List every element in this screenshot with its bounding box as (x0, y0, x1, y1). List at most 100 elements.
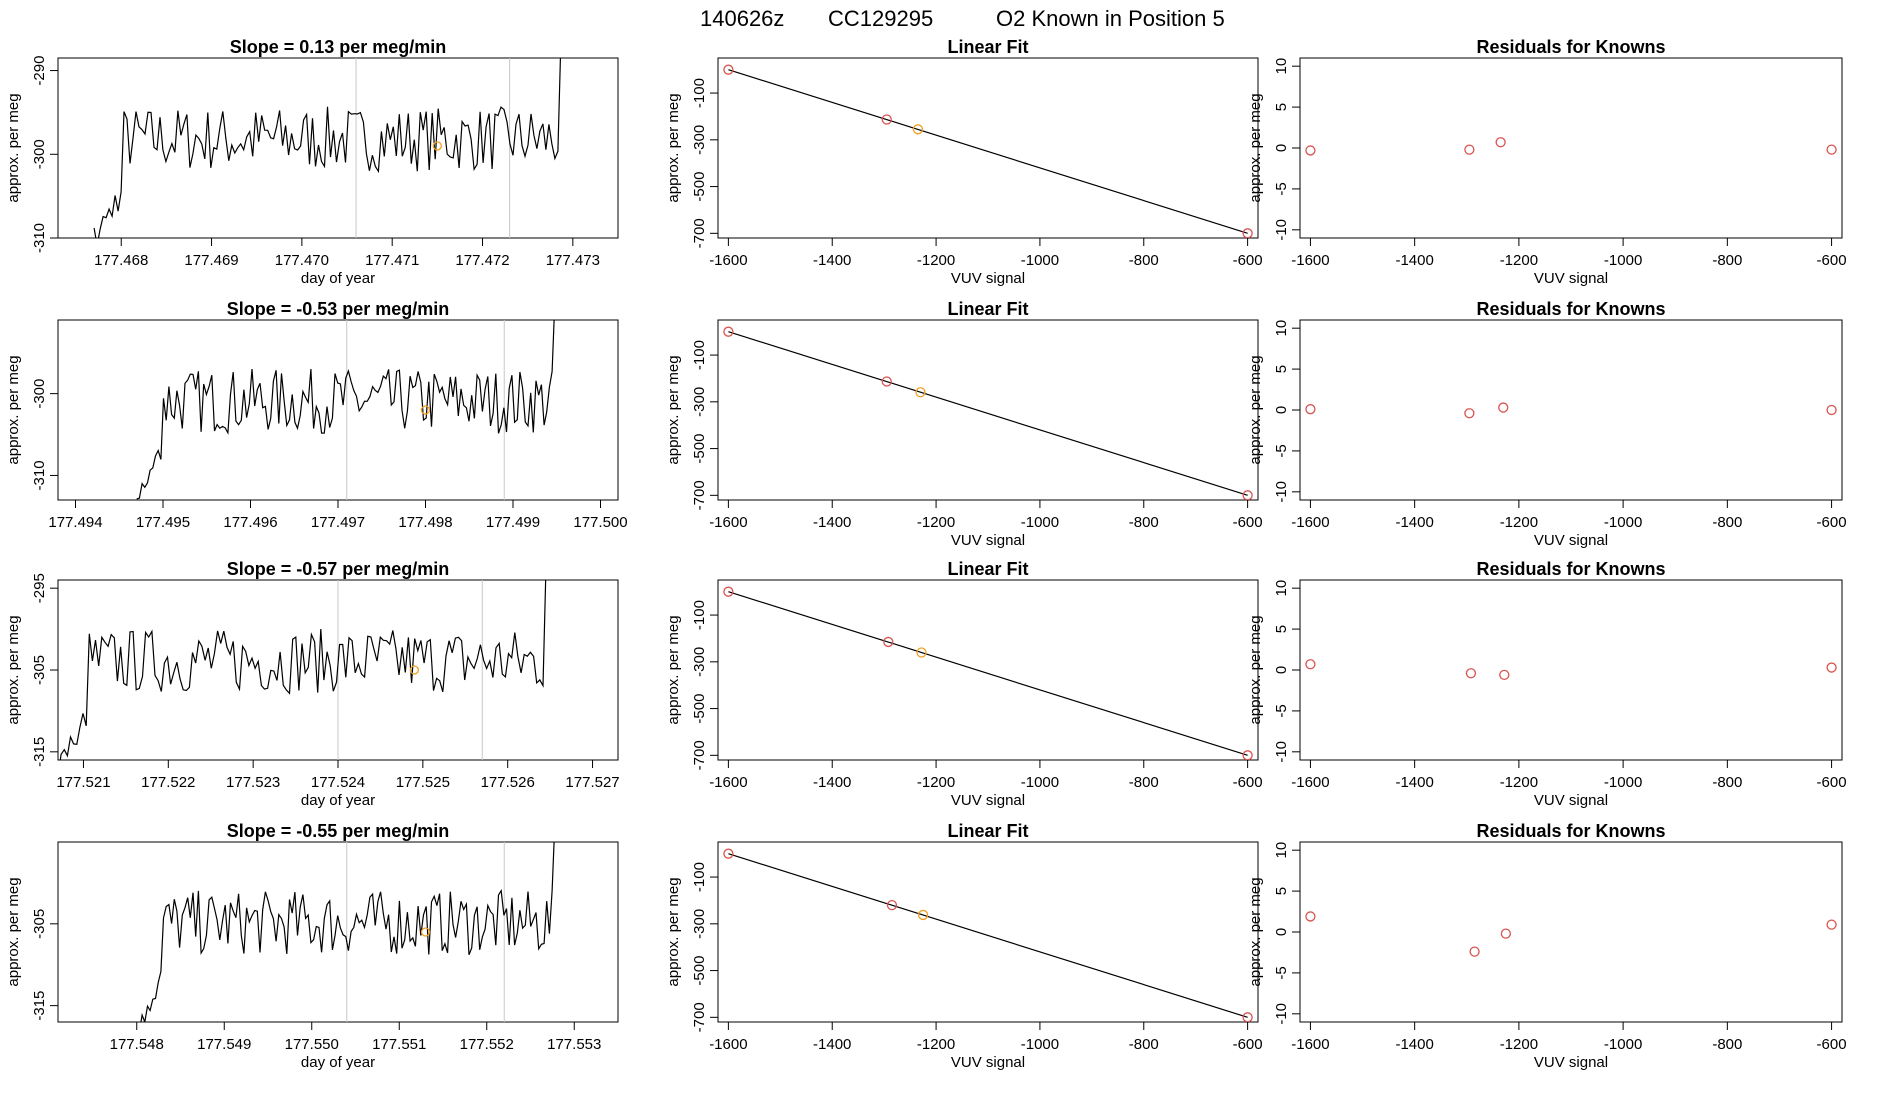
y-tick-label: -300 (691, 647, 708, 677)
y-tick-label: 5 (1273, 887, 1290, 895)
x-tick-label: -1600 (1291, 514, 1329, 531)
y-tick-label: -500 (691, 434, 708, 464)
panel-title: Linear Fit (947, 37, 1028, 57)
panel-r4-timeseries: Slope = -0.55 per meg/min 177.548 177.549 1… (5, 821, 619, 1071)
y-tick-label: -300 (31, 379, 48, 409)
x-tick-label: 177.522 (141, 774, 195, 791)
x-axis-label: VUV signal (1534, 792, 1608, 809)
known-point (1826, 919, 1837, 930)
y-tick-label: -290 (31, 56, 48, 86)
known-point (1242, 490, 1253, 500)
x-axis-label: VUV signal (951, 792, 1025, 809)
y-tick-label: -500 (691, 956, 708, 986)
fit-line (728, 591, 1248, 756)
x-tick-label: -800 (1129, 774, 1159, 791)
y-tick-label: -5 (1273, 966, 1290, 979)
plot-frame (57, 841, 619, 1023)
known-point (723, 64, 734, 75)
panel-r4-residuals: Residuals for Knowns -1600 -1400 -1200 -1000… (1247, 821, 1847, 1071)
panel-title: Residuals for Knowns (1476, 299, 1665, 319)
x-tick-label: -1400 (813, 514, 851, 531)
y-tick-label: -305 (31, 909, 48, 939)
x-tick-label: -1200 (1500, 252, 1538, 269)
x-tick-label: -1600 (1291, 1036, 1329, 1053)
sample-point (912, 124, 924, 135)
x-tick-label: 177.473 (546, 252, 600, 269)
plot-area (723, 64, 1253, 238)
panel-r2-residuals: Residuals for Knowns -1600 -1400 -1200 -1000… (1247, 299, 1847, 549)
x-tick-label: 177.499 (486, 514, 540, 531)
figure-title-position: O2 Known in Position 5 (996, 6, 1225, 31)
x-axis-label: VUV signal (1534, 532, 1608, 549)
x-tick-label: 177.496 (223, 514, 277, 531)
x-tick-label: -800 (1712, 1036, 1742, 1053)
panel-r3-fit: Linear Fit -1600 -1400 -1200 -1000 -800 -600 -1… (665, 559, 1263, 809)
known-point (886, 899, 898, 911)
y-axis-label: approx. per meg (5, 615, 22, 724)
x-tick-label: 177.548 (110, 1036, 164, 1053)
y-tick-label: 10 (1273, 320, 1290, 337)
known-point (883, 636, 894, 648)
panel-r2-fit: Linear Fit -1600 -1400 -1200 -1000 -800 -600 -1… (665, 299, 1263, 549)
x-tick-label: 177.550 (285, 1036, 339, 1053)
x-axis-label: VUV signal (1534, 270, 1608, 287)
x-tick-label: -1600 (1291, 252, 1329, 269)
x-tick-label: 177.552 (460, 1036, 514, 1053)
y-tick-label: 0 (1273, 928, 1290, 936)
x-tick-label: 177.469 (184, 252, 238, 269)
y-axis-label: approx. per meg (1247, 355, 1264, 464)
known-point (1305, 911, 1316, 922)
x-tick-label: -800 (1712, 252, 1742, 269)
known-point (1499, 669, 1510, 681)
x-tick-label: -800 (1129, 514, 1159, 531)
x-tick-label: 177.525 (396, 774, 450, 791)
known-point (1826, 404, 1837, 416)
x-tick-label: -600 (1233, 774, 1263, 791)
x-axis-label: VUV signal (951, 532, 1025, 549)
plot-area (1305, 137, 1837, 156)
x-tick-label: -600 (1817, 514, 1847, 531)
y-axis-label: approx. per meg (665, 355, 682, 464)
x-tick-label: -1000 (1021, 774, 1059, 791)
panel-r1-residuals: Residuals for Knowns -1600 -1400 -1200 -1000… (1247, 37, 1847, 287)
figure-title-date: 140626z (700, 6, 784, 31)
y-tick-label: -10 (1273, 741, 1290, 763)
x-tick-label: -1200 (917, 774, 955, 791)
panel-title: Slope = -0.55 per meg/min (227, 821, 450, 841)
x-tick-label: -1200 (917, 514, 955, 531)
x-tick-label: 177.549 (197, 1036, 251, 1053)
x-tick-label: 177.526 (481, 774, 535, 791)
y-tick-label: 10 (1273, 842, 1290, 859)
plot-area (1305, 911, 1837, 957)
x-tick-label: 177.472 (455, 252, 509, 269)
x-tick-label: -1400 (813, 1036, 851, 1053)
y-tick-label: -300 (691, 387, 708, 417)
known-point (1469, 946, 1480, 957)
y-tick-label: -10 (1273, 219, 1290, 241)
y-tick-label: -10 (1273, 481, 1290, 503)
known-point (1495, 137, 1506, 148)
x-tick-label: -600 (1233, 252, 1263, 269)
known-point (1826, 144, 1837, 155)
x-tick-label: -1000 (1021, 1036, 1059, 1053)
y-tick-label: 0 (1273, 406, 1290, 414)
known-point (723, 848, 734, 859)
y-tick-label: -5 (1273, 182, 1290, 195)
known-point (1464, 144, 1475, 155)
panel-title: Linear Fit (947, 821, 1028, 841)
fit-line (728, 69, 1248, 234)
known-point (1305, 404, 1316, 415)
plot-frame (717, 57, 1259, 239)
x-tick-label: -600 (1817, 1036, 1847, 1053)
panel-title: Linear Fit (947, 559, 1028, 579)
plot-area (136, 320, 555, 500)
x-tick-label: -600 (1817, 774, 1847, 791)
x-tick-label: 177.498 (398, 514, 452, 531)
known-point (723, 586, 734, 597)
x-tick-label: -1400 (1395, 774, 1433, 791)
x-tick-label: -1000 (1021, 514, 1059, 531)
x-axis-label: VUV signal (1534, 1054, 1608, 1071)
plot-frame (57, 57, 619, 239)
known-point (1305, 659, 1316, 670)
plot-area (723, 326, 1253, 500)
